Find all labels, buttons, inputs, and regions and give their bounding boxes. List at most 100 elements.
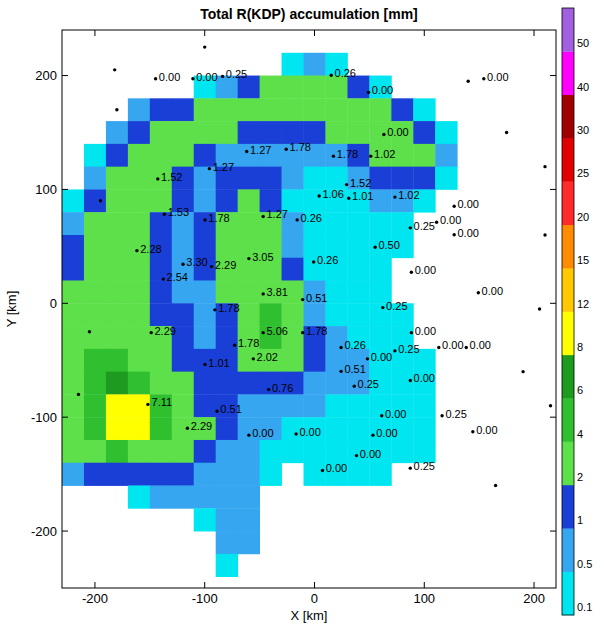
field-cell — [62, 212, 84, 235]
field-cell — [172, 372, 194, 395]
field-cell — [172, 281, 194, 304]
gauge-dot — [435, 220, 438, 223]
field-cell — [172, 235, 194, 258]
field-cell — [172, 98, 194, 121]
field-cell — [413, 417, 435, 440]
field-cell — [128, 440, 150, 463]
field-cell — [260, 121, 282, 144]
gauge-label: 2.29 — [191, 420, 212, 432]
field-cell — [435, 144, 457, 167]
field-cell — [194, 326, 216, 349]
gauge-dot — [186, 427, 189, 430]
colorbar-block — [562, 225, 574, 269]
field-cell — [84, 440, 106, 463]
field-cell — [128, 303, 150, 326]
field-cell — [128, 281, 150, 304]
gauge-label: 0.00 — [372, 84, 393, 96]
colorbar-block — [562, 181, 574, 225]
field-cell — [128, 258, 150, 281]
field-cell — [260, 167, 282, 190]
field-cell — [282, 167, 304, 190]
field-cell — [106, 349, 128, 372]
field-cell — [216, 440, 238, 463]
colorbar-frame — [562, 8, 574, 615]
field-cell — [194, 508, 216, 531]
colorbar-block — [562, 528, 574, 572]
x-tick — [314, 582, 315, 588]
field-cell — [216, 326, 238, 349]
field-cell — [238, 531, 260, 554]
colorbar-block — [562, 442, 574, 486]
gauge-dot — [162, 277, 165, 280]
field-cell — [238, 486, 260, 509]
field-cell — [347, 258, 369, 281]
field-cell — [106, 281, 128, 304]
field-cell — [413, 394, 435, 417]
field-cell — [150, 486, 172, 509]
gauge-dot — [213, 308, 216, 311]
y-tick — [550, 303, 556, 304]
field-cell — [106, 167, 128, 190]
y-tick — [62, 303, 68, 304]
gauge-label: 0.00 — [415, 264, 436, 276]
gauge-dot — [285, 148, 288, 151]
field-cell — [216, 189, 238, 212]
field-cell — [282, 53, 304, 76]
field-cell — [84, 372, 106, 395]
field-cell — [282, 258, 304, 281]
field-cell — [62, 417, 84, 440]
field-cell — [216, 554, 238, 577]
gauge-label: 0.00 — [326, 462, 347, 474]
field-cell — [325, 394, 347, 417]
gauge-label: 3.81 — [266, 286, 287, 298]
station-dot — [466, 80, 469, 83]
gauge-dot — [366, 357, 369, 360]
field-cell — [194, 440, 216, 463]
field-cell — [62, 372, 84, 395]
gauge-dot — [215, 410, 218, 413]
gauge-label: 1.27 — [213, 161, 234, 173]
gauge-label: 0.00 — [385, 408, 406, 420]
field-cell — [150, 372, 172, 395]
gauge-dot — [321, 469, 324, 472]
field-cell — [84, 463, 106, 486]
gauge-label: 0.76 — [272, 382, 293, 394]
field-cell — [128, 394, 150, 417]
gauge-label: 2.28 — [140, 243, 161, 255]
station-dot — [99, 199, 102, 202]
field-cell — [216, 235, 238, 258]
field-cell — [194, 281, 216, 304]
gauge-dot — [301, 298, 304, 301]
field-cell — [304, 394, 326, 417]
gauge-dot — [146, 403, 149, 406]
field-cell — [325, 281, 347, 304]
field-cell — [84, 281, 106, 304]
colorbar-label: 2 — [577, 471, 583, 483]
field-cell — [172, 144, 194, 167]
gauge-label: 0.25 — [398, 343, 419, 355]
colorbar-label: 1 — [577, 514, 583, 526]
field-cell — [304, 76, 326, 99]
field-cell — [84, 349, 106, 372]
gauge-label: 1.52 — [161, 171, 182, 183]
field-cell — [84, 235, 106, 258]
field-cell — [260, 303, 282, 326]
gauge-label: 0.25 — [386, 300, 407, 312]
x-tick-label: 0 — [311, 591, 318, 606]
field-cell — [128, 372, 150, 395]
y-tick-label: -200 — [31, 524, 57, 539]
gauge-dot — [482, 77, 485, 80]
field-cell — [128, 144, 150, 167]
gauge-dot — [261, 215, 264, 218]
field-cell — [84, 189, 106, 212]
colorbar-block — [562, 95, 574, 139]
field-cell — [282, 394, 304, 417]
field-cell — [325, 98, 347, 121]
colorbar-block — [562, 138, 574, 182]
x-tick — [534, 30, 535, 36]
gauge-dot — [332, 154, 335, 157]
field-cell — [282, 349, 304, 372]
y-axis-title: Y [km] — [4, 291, 19, 328]
y-tick — [62, 417, 68, 418]
colorbar-label: 8 — [577, 341, 583, 353]
